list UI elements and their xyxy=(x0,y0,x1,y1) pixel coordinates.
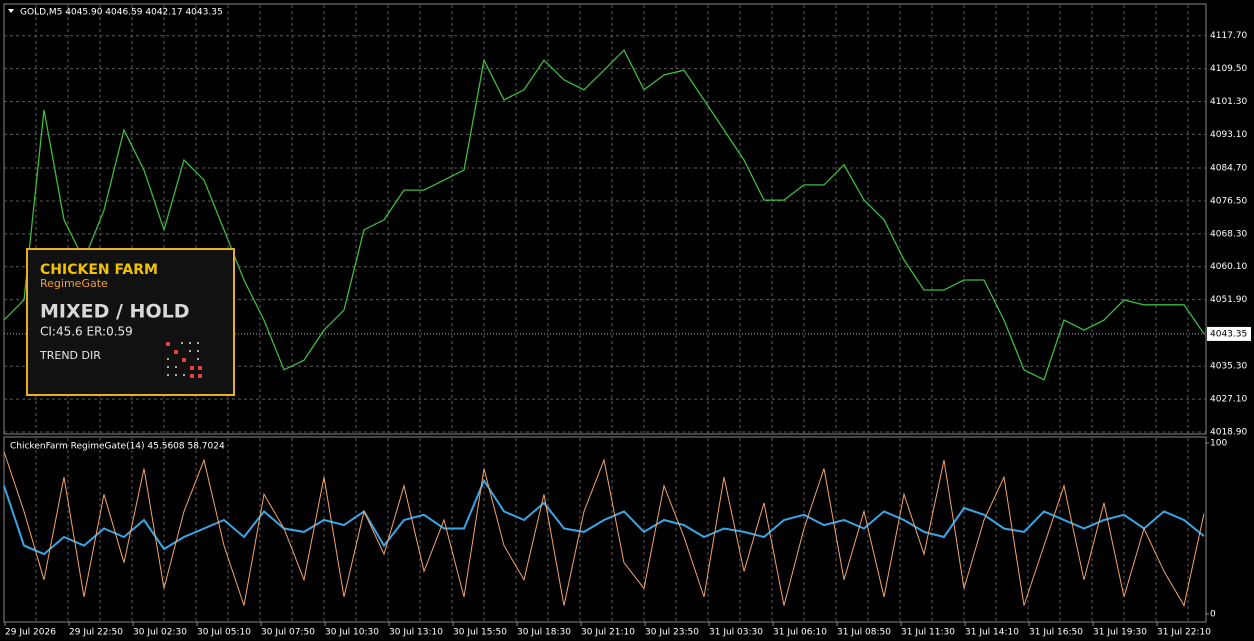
y-tick-label: 4018.90 xyxy=(1210,427,1247,437)
y-tick-label: 4117.70 xyxy=(1210,31,1247,41)
x-tick-label: 30 Jul 10:30 xyxy=(325,628,379,638)
y-tick-label: 4084.70 xyxy=(1210,164,1247,174)
x-tick-label: 31 Jul 22:10 xyxy=(1157,628,1211,638)
data-line xyxy=(3,478,1205,556)
x-tick-label: 30 Jul 23:50 xyxy=(645,628,699,638)
chart-title: GOLD,M5 4045.90 4046.59 4042.17 4043.35 xyxy=(20,8,223,18)
x-tick-label: 30 Jul 21:10 xyxy=(581,628,635,638)
panel-title: CHICKEN FARM xyxy=(40,262,158,278)
x-tick-label: 29 Jul 22:50 xyxy=(69,628,123,638)
x-tick-label: 31 Jul 19:30 xyxy=(1093,628,1147,638)
panel-subtitle: RegimeGate xyxy=(40,277,108,290)
current-price-box xyxy=(1207,326,1251,341)
y-tick-label: 4093.10 xyxy=(1210,130,1247,140)
y-tick-label: 4076.50 xyxy=(1210,196,1247,206)
current-price-label: 4043.35 xyxy=(1210,329,1247,339)
price-frame xyxy=(3,3,1207,435)
info-panel xyxy=(26,248,235,396)
panel-state: MIXED / HOLD xyxy=(40,301,189,323)
indicator-title: ChickenFarm RegimeGate(14) 45.5608 58.70… xyxy=(10,442,225,452)
y-tick-label: 4035.30 xyxy=(1210,362,1247,372)
x-tick-label: 30 Jul 13:10 xyxy=(389,628,443,638)
data-line xyxy=(3,451,1205,607)
y-tick-label: 4109.50 xyxy=(1210,64,1247,74)
x-tick-label: 31 Jul 14:10 xyxy=(965,628,1019,638)
panel-metrics: CI:45.6 ER:0.59 xyxy=(40,325,133,339)
x-tick-label: 31 Jul 06:10 xyxy=(773,628,827,638)
y-tick-label: 4027.10 xyxy=(1210,395,1247,405)
x-tick-label: 30 Jul 07:50 xyxy=(261,628,315,638)
x-tick-label: 31 Jul 11:30 xyxy=(901,628,955,638)
x-tick-label: 30 Jul 05:10 xyxy=(197,628,251,638)
x-tick-label: 30 Jul 02:30 xyxy=(133,628,187,638)
x-tick-label: 29 Jul 2026 xyxy=(5,628,56,638)
menu-arrow xyxy=(8,9,14,13)
x-tick-label: 30 Jul 18:30 xyxy=(517,628,571,638)
panel-label: TREND DIR xyxy=(39,349,101,362)
data-line xyxy=(3,49,1205,381)
y-tick-label: 4060.10 xyxy=(1210,262,1247,272)
y-tick-label: 0 xyxy=(1210,610,1216,620)
y-tick-label: 100 xyxy=(1210,439,1227,449)
y-tick-label: 4101.30 xyxy=(1210,97,1247,107)
x-tick-label: 31 Jul 16:50 xyxy=(1029,628,1083,638)
x-tick-label: 31 Jul 08:50 xyxy=(837,628,891,638)
x-tick-label: 31 Jul 03:30 xyxy=(709,628,763,638)
y-tick-label: 4051.90 xyxy=(1210,295,1247,305)
trend-icon xyxy=(166,342,202,378)
indicator-frame xyxy=(3,436,1207,623)
y-tick-label: 4068.30 xyxy=(1210,229,1247,239)
x-tick-label: 30 Jul 15:50 xyxy=(453,628,507,638)
